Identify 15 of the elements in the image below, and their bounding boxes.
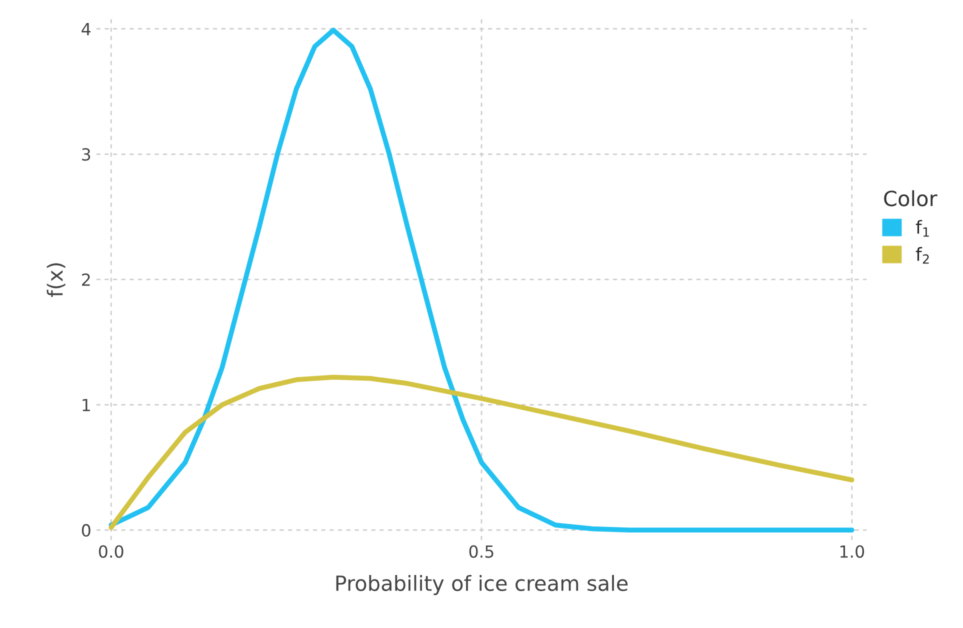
x-tick-label: 0.0	[98, 545, 124, 558]
legend-title: Color	[884, 190, 938, 206]
legend-label: f$_{2}$	[916, 246, 929, 264]
y-tick-label: 1	[82, 398, 90, 412]
line-series	[108, 28, 854, 532]
y-tick-label: 0	[82, 524, 90, 537]
y-tick-label: 2	[82, 273, 90, 286]
line-series	[108, 374, 854, 530]
y-tick-label: 3	[82, 148, 90, 161]
x-axis-title: Probability of ice cream sale	[336, 574, 628, 596]
x-tick-label: 0.5	[469, 545, 494, 558]
y-axis-title: f(x)	[46, 263, 66, 297]
x-tick-label: 1.0	[840, 545, 864, 558]
legend-label: f$_{1}$	[916, 220, 929, 237]
y-tick-label: 4	[82, 23, 91, 36]
